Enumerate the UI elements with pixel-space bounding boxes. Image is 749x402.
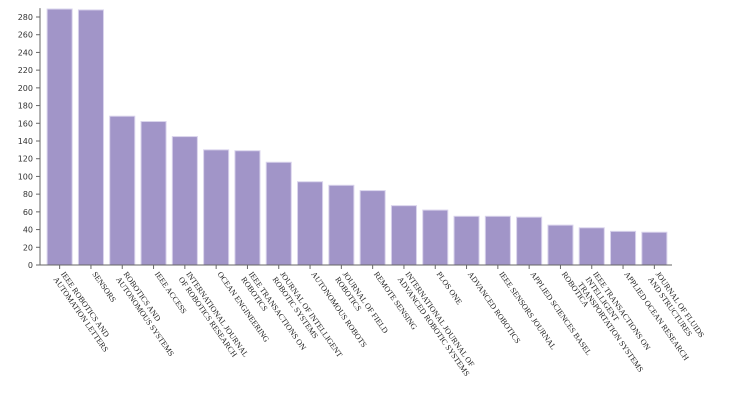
x-tick-label-line: JOURNAL OF INTELLIGENT bbox=[278, 270, 344, 359]
y-tick: 80 bbox=[23, 190, 40, 199]
bar bbox=[328, 184, 355, 266]
bar bbox=[547, 224, 574, 266]
y-tick-label: 280 bbox=[18, 13, 33, 22]
x-tick-label: PLOS ONE bbox=[435, 270, 464, 306]
y-tick: 280 bbox=[18, 13, 40, 22]
y-tick-label: 60 bbox=[23, 208, 33, 217]
x-tick-label-line: INTERNATIONAL JOURNAL bbox=[184, 270, 250, 359]
bar bbox=[641, 231, 668, 266]
bar bbox=[46, 8, 73, 266]
y-tick: 100 bbox=[18, 172, 40, 181]
x-tick-label: IEEE SENSORS JOURNAL bbox=[497, 270, 558, 351]
bar bbox=[234, 150, 261, 266]
y-tick-label: 140 bbox=[18, 137, 33, 146]
bar bbox=[140, 121, 167, 266]
x-tick-label-line: ADVANCED ROBOTIC SYSTEMS bbox=[396, 275, 472, 378]
y-tick: 260 bbox=[18, 31, 40, 40]
y-tick-label: 20 bbox=[23, 243, 33, 252]
y-tick: 20 bbox=[23, 243, 40, 252]
bar bbox=[422, 209, 449, 266]
y-tick: 220 bbox=[18, 66, 40, 75]
y-tick: 240 bbox=[18, 48, 40, 57]
x-tick-label: ROBOTICS ANDAUTONOMOUS SYSTEMS bbox=[114, 270, 183, 358]
x-tick-label: IEEE ROBOTICS ANDAUTOMATION LETTERS bbox=[51, 270, 117, 354]
y-tick: 60 bbox=[23, 208, 40, 217]
y-tick-label: 160 bbox=[18, 119, 33, 128]
y-tick-label: 200 bbox=[18, 84, 33, 93]
bar bbox=[484, 215, 511, 266]
y-tick-label: 220 bbox=[18, 66, 33, 75]
bar bbox=[516, 216, 543, 266]
y-tick-label: 0 bbox=[28, 261, 33, 270]
x-tick-label-line: ADVANCED ROBOTICS bbox=[466, 270, 522, 345]
bar bbox=[109, 115, 136, 266]
bar bbox=[297, 181, 324, 266]
y-tick-label: 40 bbox=[23, 226, 33, 235]
bar bbox=[265, 161, 292, 266]
y-ticks: 0 20 40 60 80 100 120 140 160 180 200 220 240 260 280 bbox=[18, 13, 40, 270]
bar bbox=[390, 205, 417, 266]
bar bbox=[171, 136, 198, 266]
y-tick: 140 bbox=[18, 137, 40, 146]
y-tick-label: 260 bbox=[18, 31, 33, 40]
bar bbox=[453, 215, 480, 266]
y-tick: 180 bbox=[18, 102, 40, 111]
bar bbox=[359, 190, 386, 266]
bar bbox=[203, 149, 230, 266]
bar bbox=[610, 230, 637, 266]
y-tick: 40 bbox=[23, 226, 40, 235]
y-tick: 160 bbox=[18, 119, 40, 128]
bar bbox=[77, 9, 104, 266]
y-tick: 200 bbox=[18, 84, 40, 93]
x-tick-label-line: SENSORS bbox=[90, 270, 118, 304]
bars bbox=[46, 8, 668, 266]
y-tick-label: 100 bbox=[18, 172, 33, 181]
x-tick-label: ADVANCED ROBOTICS bbox=[466, 270, 522, 345]
x-tick-label: SENSORS bbox=[90, 270, 118, 304]
y-tick-label: 240 bbox=[18, 48, 33, 57]
y-tick: 120 bbox=[18, 155, 40, 164]
y-tick-label: 80 bbox=[23, 190, 33, 199]
y-tick: 0 bbox=[28, 261, 40, 270]
x-ticks: IEEE ROBOTICS ANDAUTOMATION LETTERSSENSO… bbox=[51, 265, 706, 378]
x-tick-label-line: IEEE SENSORS JOURNAL bbox=[497, 270, 558, 351]
x-tick-label-line: PLOS ONE bbox=[435, 270, 464, 306]
bar bbox=[578, 227, 605, 266]
x-tick-label: IEEE TRANSACTIONS ONINTELLIGENTTRANSPORT… bbox=[576, 270, 660, 374]
x-tick-label: INTERNATIONAL JOURNALOF ROBOTICS RESEARC… bbox=[177, 270, 251, 364]
y-tick-label: 120 bbox=[18, 155, 33, 164]
y-tick-label: 180 bbox=[18, 102, 33, 111]
